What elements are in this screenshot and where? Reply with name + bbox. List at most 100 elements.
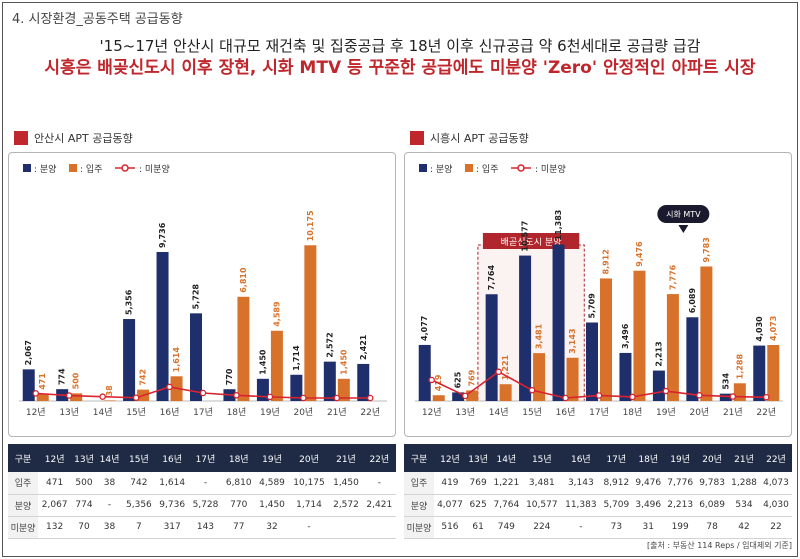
- table-cell: 2,213: [664, 494, 697, 517]
- bar-분양: [586, 322, 598, 401]
- bar-label-분양: 2,067: [24, 340, 33, 365]
- legend-marker-미분양: [517, 164, 525, 172]
- bar-label-입주: 1,221: [501, 354, 510, 380]
- table-year-header: 21년: [329, 444, 363, 472]
- bar-분양: [719, 393, 732, 401]
- legend-label: : 미분양: [535, 164, 566, 175]
- point-미분양: [166, 383, 173, 391]
- table-row-label: 입주: [404, 472, 434, 495]
- bar-입주: [566, 357, 579, 401]
- x-tick-label: 19년: [260, 407, 280, 418]
- table-header-row: 구분 12년 13년 14년 15년 16년 17년 18년 19년 20년 21년 22년: [404, 444, 792, 472]
- table-cell: 625: [465, 494, 491, 517]
- point-미분양: [333, 394, 341, 402]
- table-cell: 78: [696, 516, 729, 539]
- bar-분양: [290, 374, 303, 401]
- table-cell: 10,175: [288, 472, 330, 495]
- point-미분양: [367, 394, 374, 402]
- point-미분양: [729, 393, 737, 400]
- point-미분양: [99, 393, 106, 400]
- bagot-label: 배곧신도시 분양: [501, 237, 562, 248]
- table-cell: 7,776: [664, 472, 697, 495]
- bar-label-분양: 9,736: [158, 222, 167, 248]
- table-cell: 1,288: [728, 472, 760, 495]
- table-row-label: 분양: [8, 494, 38, 517]
- x-tick-label: 12년: [26, 407, 46, 418]
- table-year-header: 15년: [122, 444, 156, 472]
- table-cell: 3,143: [561, 472, 601, 495]
- ansan-panel-title: 안산시 APT 공급동향: [34, 132, 133, 145]
- bar-분양: [190, 313, 202, 401]
- table-year-header: 19년: [255, 444, 289, 472]
- ansan-chart-box: : 분양: 입주: 미분양 2,067 471 12년 774 500 13년 38 14년 5,…: [8, 152, 396, 437]
- table-cell: 22: [759, 516, 792, 539]
- table-year-header: 20년: [696, 444, 729, 472]
- mtv-callout-label: 시화 MTV: [666, 210, 701, 219]
- bar-분양: [323, 361, 336, 401]
- bar-label-분양: 4,077: [420, 316, 429, 341]
- bar-label-입주: 769: [468, 369, 477, 386]
- table-cell: 516: [434, 516, 466, 539]
- table-cell: 1,450: [329, 472, 363, 495]
- siheung-panel-header: 시흥시 APT 공급동향: [410, 128, 529, 148]
- table-cell: 73: [600, 516, 633, 539]
- table-cell: 77: [222, 516, 256, 539]
- bar-label-입주: 500: [72, 372, 81, 389]
- table-cell: 4,030: [759, 494, 792, 517]
- bar-label-분양: 2,213: [654, 341, 663, 366]
- table-year-header: 15년: [522, 444, 562, 472]
- bar-label-입주: 10,175: [306, 210, 315, 241]
- table-cell: 38: [96, 516, 123, 539]
- point-미분양: [528, 386, 536, 394]
- bar-label-분양: 6,089: [688, 288, 697, 314]
- x-tick-label: 19년: [656, 407, 676, 418]
- x-tick-label: 14년: [489, 407, 509, 418]
- point-미분양: [233, 392, 240, 399]
- point-미분양: [662, 387, 670, 395]
- bar-label-입주: 3,481: [535, 323, 544, 349]
- bar-label-입주: 4,073: [769, 316, 778, 341]
- bar-분양: [753, 345, 766, 401]
- bar-label-입주: 742: [139, 369, 148, 386]
- bar-label-입주: 9,783: [702, 237, 711, 262]
- ansan-supply-table: 구분 12년 13년 14년 15년 16년 17년 18년 19년 20년 21년 22년 입주 471…: [8, 444, 396, 539]
- x-tick-label: 20년: [689, 407, 709, 418]
- bar-분양: [652, 370, 665, 401]
- x-tick-label: 13년: [59, 407, 79, 418]
- bar-입주: [270, 330, 283, 401]
- table-cell: 32: [255, 516, 289, 539]
- bar-분양: [357, 363, 370, 401]
- table-cell: 500: [71, 472, 97, 495]
- table-cell: -: [288, 516, 330, 539]
- table-cell: 7,764: [490, 494, 523, 517]
- bar-분양: [519, 255, 532, 401]
- table-cell: 4,073: [759, 472, 792, 495]
- table-cell: -: [96, 494, 123, 517]
- point-미분양: [132, 394, 140, 402]
- bar-입주: [533, 353, 546, 401]
- x-tick-label: 21년: [723, 407, 743, 418]
- bar-label-입주: 7,776: [668, 264, 677, 290]
- table-cell: 770: [222, 494, 256, 517]
- table-cell: 5,356: [122, 494, 156, 517]
- table-cell: 2,067: [38, 494, 72, 517]
- table-cell: 1,221: [490, 472, 523, 495]
- legend-label: : 분양: [34, 164, 56, 175]
- bar-label-입주: 8,912: [602, 249, 611, 274]
- table-row: 입주 471 500 38 742 1,614-6,810 4,589 10,175 1,450…: [8, 472, 396, 495]
- table-year-header: 13년: [71, 444, 97, 472]
- table-cell: -: [561, 516, 601, 539]
- bar-분양: [256, 378, 269, 401]
- table-row-label: 미분양: [8, 516, 38, 539]
- legend-swatch-분양: [23, 164, 31, 172]
- bar-입주: [499, 384, 512, 401]
- table-cell: 2,421: [362, 494, 396, 517]
- x-tick-label: 18년: [227, 407, 247, 418]
- point-미분양: [266, 393, 274, 401]
- table-cell: 742: [122, 472, 156, 495]
- x-tick-label: 16년: [556, 407, 576, 418]
- point-미분양: [763, 393, 770, 401]
- table-row-label: 미분양: [404, 516, 434, 539]
- bar-label-분양: 774: [58, 368, 67, 385]
